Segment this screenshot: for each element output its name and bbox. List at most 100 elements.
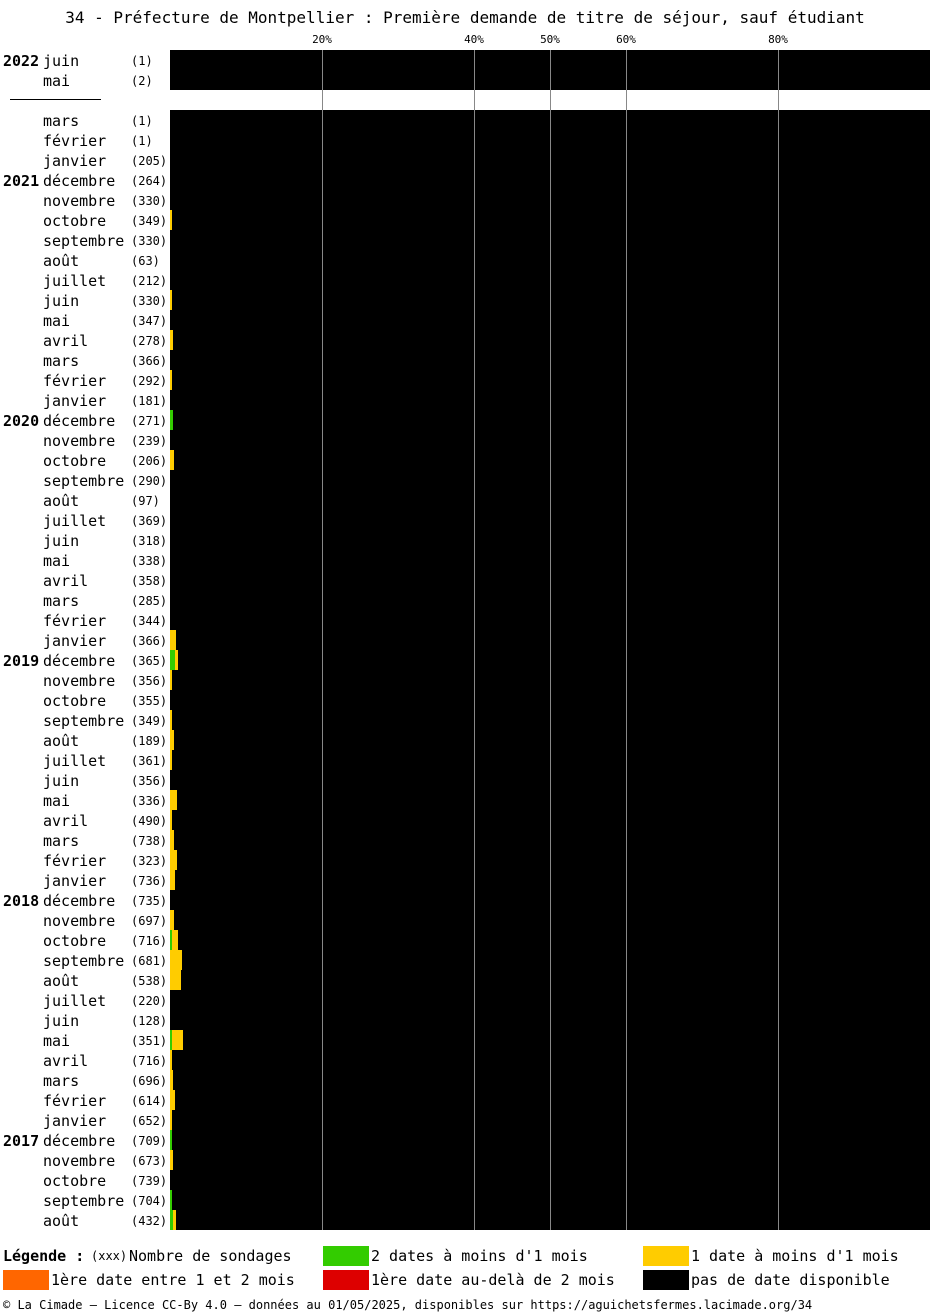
chart-row: novembre (239) xyxy=(0,430,930,450)
survey-count: (490) xyxy=(131,814,168,828)
bar-segment-black xyxy=(173,830,930,850)
bar-segment-black xyxy=(176,850,930,870)
bar-segment-yellow xyxy=(170,1150,174,1170)
survey-count: (336) xyxy=(131,794,168,808)
survey-count: (1) xyxy=(131,134,153,148)
legend-swatch-orange xyxy=(3,1270,49,1290)
month-label: décembre xyxy=(43,652,116,670)
month-label: janvier xyxy=(43,152,107,170)
month-label: juin xyxy=(43,52,80,70)
chart-row: août (432) xyxy=(0,1210,930,1230)
chart-row: mai (351) xyxy=(0,1030,930,1050)
month-label: juillet xyxy=(43,512,107,530)
chart-row: juillet (220) xyxy=(0,990,930,1010)
legend-swatch-black xyxy=(643,1270,689,1290)
survey-count: (2) xyxy=(131,74,153,88)
month-label: mars xyxy=(43,832,80,850)
survey-count: (716) xyxy=(131,934,168,948)
chart-row: août (189) xyxy=(0,730,930,750)
survey-count: (356) xyxy=(131,674,168,688)
bar-segment-yellow xyxy=(170,730,174,750)
chart-row: mars (738) xyxy=(0,830,930,850)
chart-row: mars (366) xyxy=(0,350,930,370)
survey-count: (716) xyxy=(131,1054,168,1068)
month-label: août xyxy=(43,732,80,750)
survey-count: (738) xyxy=(131,834,168,848)
bar-segment-yellow xyxy=(170,290,173,310)
month-label: avril xyxy=(43,572,89,590)
chart-row: novembre (697) xyxy=(0,910,930,930)
bar-segment-black xyxy=(172,290,930,310)
bar-segment-black xyxy=(174,870,930,890)
survey-count: (739) xyxy=(131,1174,168,1188)
chart-row: février (1) xyxy=(0,130,930,150)
survey-count: (128) xyxy=(131,1014,168,1028)
bar-segment-black xyxy=(172,750,930,770)
survey-count: (358) xyxy=(131,574,168,588)
month-label: mai xyxy=(43,792,71,810)
chart-row: septembre (290) xyxy=(0,470,930,490)
survey-count: (181) xyxy=(131,394,168,408)
chart-row: janvier (736) xyxy=(0,870,930,890)
legend-count-sample: (xxx) xyxy=(91,1249,128,1263)
bar-segment-yellow xyxy=(170,870,175,890)
bar-segment-black xyxy=(173,330,930,350)
chart-row: mai (347) xyxy=(0,310,930,330)
bar-segment-yellow xyxy=(170,850,177,870)
month-label: août xyxy=(43,972,80,990)
bar-segment-yellow xyxy=(170,1070,174,1090)
bar-segment-black xyxy=(174,1090,930,1110)
survey-count: (614) xyxy=(131,1094,168,1108)
month-label: mai xyxy=(43,72,71,90)
bar-segment-black xyxy=(172,670,930,690)
chart-row: mai (338) xyxy=(0,550,930,570)
legend-swatch-red xyxy=(323,1270,369,1290)
month-label: janvier xyxy=(43,632,107,650)
legend-count-label: Nombre de sondages xyxy=(129,1247,292,1265)
survey-count: (356) xyxy=(131,774,168,788)
chart-row: juillet (212) xyxy=(0,270,930,290)
chart-row: mars (285) xyxy=(0,590,930,610)
month-label: septembre xyxy=(43,712,125,730)
bar-segment-yellow xyxy=(170,630,177,650)
bar-segment-yellow xyxy=(170,450,174,470)
chart-row: juin (356) xyxy=(0,770,930,790)
bar-segment-yellow xyxy=(174,650,179,670)
bar-segment-black xyxy=(176,1210,930,1230)
month-label: juillet xyxy=(43,272,107,290)
legend-label-yellow: 1 date à moins d'1 mois xyxy=(691,1247,899,1265)
month-label: janvier xyxy=(43,872,107,890)
survey-count: (264) xyxy=(131,174,168,188)
chart-row: avril (716) xyxy=(0,1050,930,1070)
chart-row: août (538) xyxy=(0,970,930,990)
gridline xyxy=(550,50,551,1230)
month-label: mai xyxy=(43,552,71,570)
bar-segment-green xyxy=(170,930,173,950)
chart-row: 2021 décembre (264) xyxy=(0,170,930,190)
survey-count: (697) xyxy=(131,914,168,928)
survey-count: (344) xyxy=(131,614,168,628)
month-label: juillet xyxy=(43,992,107,1010)
bar-segment-yellow xyxy=(170,830,174,850)
chart-row: août (97) xyxy=(0,490,930,510)
chart-row: mars (1) xyxy=(0,110,930,130)
chart-row: juin (318) xyxy=(0,530,930,550)
gridline xyxy=(626,50,627,1230)
chart-row: janvier (181) xyxy=(0,390,930,410)
year-label: 2019 xyxy=(3,652,40,670)
bar-segment-black xyxy=(176,790,930,810)
chart-row: avril (490) xyxy=(0,810,930,830)
survey-count: (681) xyxy=(131,954,168,968)
legend-swatch-green xyxy=(323,1246,369,1266)
bar-segment-black xyxy=(173,1150,930,1170)
survey-count: (318) xyxy=(131,534,168,548)
survey-count: (347) xyxy=(131,314,168,328)
month-label: octobre xyxy=(43,932,107,950)
month-label: octobre xyxy=(43,1172,107,1190)
month-label: février xyxy=(43,132,107,150)
month-label: novembre xyxy=(43,672,116,690)
survey-count: (338) xyxy=(131,554,168,568)
chart-row: octobre (206) xyxy=(0,450,930,470)
bar-segment-black xyxy=(172,710,930,730)
year-label: 2017 xyxy=(3,1132,40,1150)
